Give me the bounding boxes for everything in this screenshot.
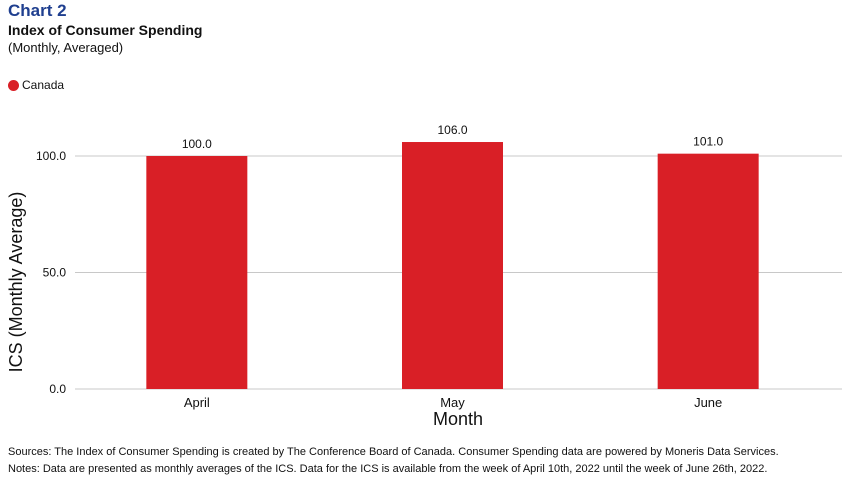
legend-label: Canada [22,78,65,92]
legend: Canada [8,78,64,92]
bar-april [146,156,248,389]
data-label: 101.0 [693,135,723,149]
x-tick-label: May [440,395,465,410]
bar-june [657,153,759,389]
x-axis-title: Month [433,409,483,429]
chart-title: Index of Consumer Spending [8,22,203,38]
x-tick-label: April [184,395,210,410]
y-axis-title: ICS (Monthly Average) [6,192,26,373]
chart-subtitle: (Monthly, Averaged) [8,40,124,55]
label-layer: 100.0 April 106.0 May 101.0 June [182,123,724,410]
data-label: 106.0 [437,123,467,137]
chart-label: Chart 2 [8,1,67,20]
y-tick-label: 0.0 [49,382,66,396]
data-label: 100.0 [182,137,212,151]
y-tick-label: 50.0 [43,266,67,280]
notes-note: Notes: Data are presented as monthly ave… [8,463,768,475]
bar-chart: 0.0 50.0 100.0 100.0 April 106.0 May 101.0 June… [6,123,842,429]
x-tick-label: June [694,395,722,410]
sources-note: Sources: The Index of Consumer Spending … [8,446,779,458]
legend-swatch [8,79,19,91]
bar-layer [146,142,759,389]
bar-may [402,142,503,389]
y-tick-label: 100.0 [36,149,66,163]
